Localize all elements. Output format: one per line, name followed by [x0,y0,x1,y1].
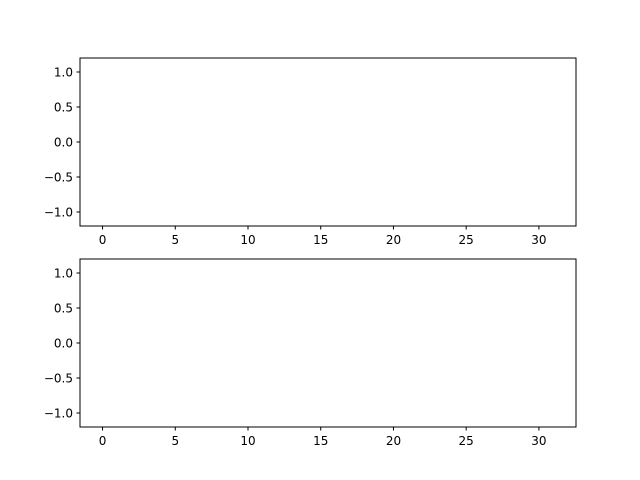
x-tick-label: 30 [531,233,546,247]
axes-frame [79,57,577,227]
x-tick-label: 10 [240,434,255,448]
bottom-axes: 0 5 10 15 20 25 30 −1.0 −0.5 0.0 0.5 1.0 [44,258,577,448]
y-tick-label: 0.0 [54,135,73,149]
top-axes: 0 5 10 15 20 25 30 −1.0 −0.5 0.0 0.5 1.0 [44,57,577,247]
x-tick-label: 15 [313,233,328,247]
y-tick-label: 1.0 [54,266,73,280]
axes-frame [79,258,577,428]
y-tick-label: −0.5 [44,371,73,385]
x-tick-label: 30 [531,434,546,448]
y-tick-label: −0.5 [44,170,73,184]
x-tick-label: 15 [313,434,328,448]
y-tick-label: 1.0 [54,65,73,79]
y-tick-label: 0.0 [54,336,73,350]
y-tick-label: −1.0 [44,406,73,420]
x-tick-label: 0 [99,233,107,247]
y-tick-label: 0.5 [54,301,73,315]
x-tick-label: 0 [99,434,107,448]
y-tick-label: −1.0 [44,205,73,219]
x-tick-label: 20 [386,434,401,448]
x-tick-label: 25 [459,434,474,448]
x-tick-label: 5 [171,434,179,448]
x-tick-label: 10 [240,233,255,247]
y-tick-label: 0.5 [54,100,73,114]
x-tick-label: 20 [386,233,401,247]
x-tick-label: 25 [459,233,474,247]
x-tick-label: 5 [171,233,179,247]
